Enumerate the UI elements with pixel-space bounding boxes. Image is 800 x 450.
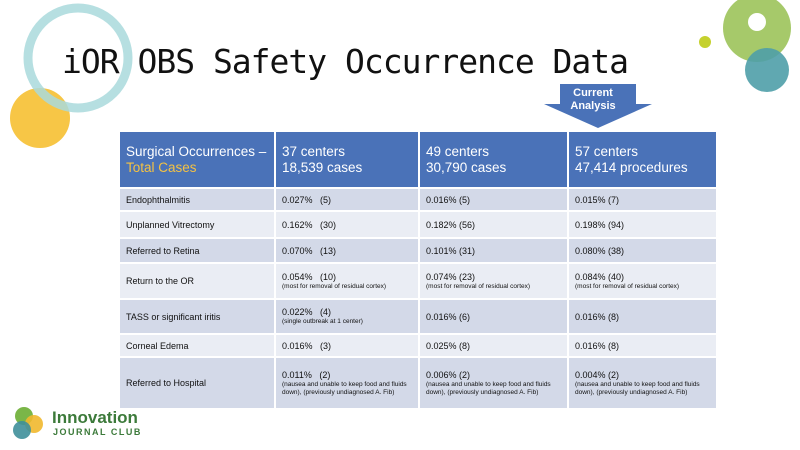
header-line: 49 centers — [426, 144, 490, 159]
table-cell: 0.070% (13) — [274, 237, 420, 264]
table-cell: 0.162% (30) — [274, 210, 420, 239]
table-cell: 0.006% (2) (nausea and unable to keep foo… — [418, 356, 569, 410]
cell-value: 0.198% (94) — [575, 219, 625, 230]
cell-value: 0.004% (2) — [575, 369, 620, 380]
table-cell: 0.016% (8) — [567, 333, 718, 358]
cell-note: (nausea and unable to keep food and flui… — [426, 380, 551, 396]
row-label: TASS or significant iritis — [118, 298, 276, 335]
header-line: 30,790 cases — [426, 160, 507, 175]
row-label: Return to the OR — [118, 262, 276, 300]
header-cell: Surgical Occurrences – Total Cases — [118, 130, 276, 189]
cell-value: 0.016% (8) — [575, 340, 620, 351]
row-label: Unplanned Vitrectomy — [118, 210, 276, 239]
table-row: TASS or significant iritis 0.022% (4) (sin… — [118, 298, 718, 335]
callout-arrow — [544, 84, 652, 128]
cell-value: 0.016% (5) — [426, 194, 471, 205]
table-cell: 0.198% (94) — [567, 210, 718, 239]
cell-value: 0.054% (10) — [282, 271, 337, 282]
table-cell: 0.016% (5) — [418, 187, 569, 212]
logo-name: Innovation — [52, 408, 138, 427]
header-line: Surgical Occurrences – — [126, 144, 267, 159]
table-row: Referred to Retina 0.070% (13) 0.101% (31)… — [118, 237, 718, 264]
table-cell: 0.182% (56) — [418, 210, 569, 239]
table-cell: 0.011% (2) (nausea and unable to keep foo… — [274, 356, 420, 410]
table-row: Endophthalmitis 0.027% (5) 0.016% (5) 0.015… — [118, 187, 718, 212]
callout-label: Current Analysis — [570, 87, 616, 112]
data-table: Surgical Occurrences – Total Cases 37 cent… — [118, 130, 718, 410]
header-line: 57 centers — [575, 144, 639, 159]
cell-value: 0.162% (30) — [282, 219, 337, 230]
cell-value: 0.016% (6) — [426, 311, 471, 322]
table-cell: 0.016% (6) — [418, 298, 569, 335]
slide-title: iOR OBS Safety Occurrence Data — [62, 42, 629, 81]
header-cell: 57 centers 47,414 procedures — [567, 130, 718, 189]
row-label: Corneal Edema — [118, 333, 276, 358]
row-label: Referred to Hospital — [118, 356, 276, 410]
row-label: Endophthalmitis — [118, 187, 276, 212]
cell-value: 0.101% (31) — [426, 245, 476, 256]
cell-note: (most for removal of residual cortex) — [426, 282, 531, 290]
cell-value: 0.016% (8) — [575, 311, 620, 322]
table-cell: 0.022% (4) (single outbreak at 1 center) — [274, 298, 420, 335]
table-cell: 0.016% (3) — [274, 333, 420, 358]
decor-circle — [748, 13, 766, 31]
cell-value: 0.070% (13) — [282, 245, 337, 256]
header-cell: 49 centers 30,790 cases — [418, 130, 569, 189]
table-cell: 0.084% (40) (most for removal of residual… — [567, 262, 718, 300]
cell-note: (most for removal of residual cortex) — [282, 282, 387, 290]
row-label: Referred to Retina — [118, 237, 276, 264]
cell-value: 0.006% (2) — [426, 369, 471, 380]
table-cell: 0.101% (31) — [418, 237, 569, 264]
table-cell: 0.080% (38) — [567, 237, 718, 264]
header-line: 18,539 cases — [282, 160, 363, 175]
cell-value: 0.084% (40) — [575, 271, 625, 282]
decor-circle — [699, 36, 711, 48]
decor-ring — [23, 3, 133, 113]
cell-note: (nausea and unable to keep food and flui… — [282, 380, 407, 396]
cell-value: 0.182% (56) — [426, 219, 476, 230]
cell-note: (single outbreak at 1 center) — [282, 318, 363, 325]
header-line: 37 centers — [282, 144, 346, 159]
header-row: Surgical Occurrences – Total Cases 37 cent… — [118, 130, 718, 189]
cell-value: 0.016% (3) — [282, 340, 332, 351]
table-cell: 0.015% (7) — [567, 187, 718, 212]
decor-circle — [745, 48, 789, 92]
table-row: Corneal Edema 0.016% (3) 0.025% (8) 0.016% … — [118, 333, 718, 358]
table-cell: 0.016% (8) — [567, 298, 718, 335]
cell-value: 0.027% (5) — [282, 194, 332, 205]
cell-value: 0.022% (4) — [282, 307, 332, 317]
cell-note: (nausea and unable to keep food and flui… — [575, 380, 700, 396]
table-row: Referred to Hospital 0.011% (2) (nausea an… — [118, 356, 718, 410]
cell-value: 0.025% (8) — [426, 340, 471, 351]
header-cell: 37 centers 18,539 cases — [274, 130, 420, 189]
table-cell: 0.074% (23) (most for removal of residual… — [418, 262, 569, 300]
cell-note: (most for removal of residual cortex) — [575, 282, 680, 290]
cell-value: 0.074% (23) — [426, 271, 476, 282]
table-cell: 0.025% (8) — [418, 333, 569, 358]
logo-subtitle: JOURNAL CLUB — [53, 427, 142, 437]
table-row: Return to the OR 0.054% (10) (most for rem… — [118, 262, 718, 300]
logo-mark — [13, 407, 43, 439]
table-cell: 0.027% (5) — [274, 187, 420, 212]
table-cell: 0.054% (10) (most for removal of residual… — [274, 262, 420, 300]
header-line: Total Cases — [126, 160, 197, 175]
cell-value: 0.015% (7) — [575, 194, 620, 205]
table-row: Unplanned Vitrectomy 0.162% (30) 0.182% (5… — [118, 210, 718, 239]
cell-value: 0.011% (2) — [282, 369, 331, 380]
header-line: 47,414 procedures — [575, 160, 688, 175]
table-cell: 0.004% (2) (nausea and unable to keep foo… — [567, 356, 718, 410]
cell-value: 0.080% (38) — [575, 245, 625, 256]
